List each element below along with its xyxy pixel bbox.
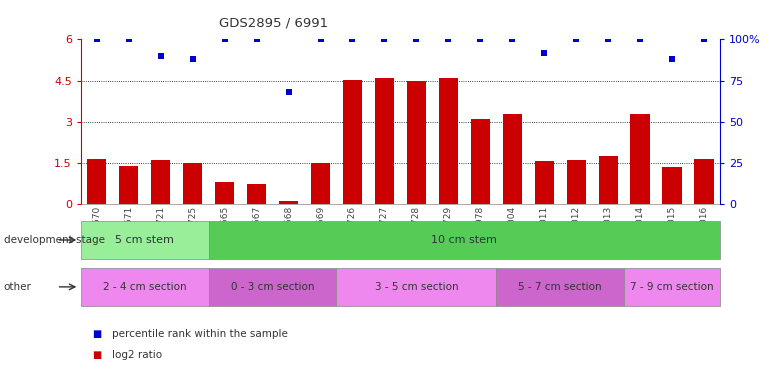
- Bar: [598, 156, 618, 204]
- Bar: [343, 80, 362, 204]
- Text: ■: ■: [92, 329, 102, 339]
- Point: [666, 56, 678, 62]
- Point: [570, 36, 582, 42]
- Bar: [183, 163, 203, 204]
- Point: [186, 56, 199, 62]
- Point: [346, 36, 359, 42]
- Bar: [119, 166, 139, 204]
- Point: [634, 36, 646, 42]
- Bar: [439, 78, 458, 204]
- Bar: [311, 163, 330, 204]
- Text: 5 cm stem: 5 cm stem: [116, 235, 174, 245]
- Point: [250, 36, 263, 42]
- Bar: [375, 78, 394, 204]
- Point: [698, 36, 710, 42]
- Point: [155, 53, 167, 59]
- Bar: [567, 160, 586, 204]
- Bar: [215, 182, 234, 204]
- Bar: [631, 114, 650, 204]
- Point: [538, 50, 551, 55]
- Point: [283, 89, 295, 95]
- Text: 3 - 5 cm section: 3 - 5 cm section: [374, 282, 458, 292]
- Text: 10 cm stem: 10 cm stem: [431, 235, 497, 245]
- Point: [602, 36, 614, 42]
- Point: [219, 36, 231, 42]
- Point: [410, 36, 423, 42]
- Bar: [247, 184, 266, 204]
- Point: [122, 36, 135, 42]
- Text: other: other: [4, 282, 32, 292]
- Text: 5 - 7 cm section: 5 - 7 cm section: [518, 282, 602, 292]
- Text: log2 ratio: log2 ratio: [112, 350, 162, 360]
- Bar: [87, 159, 106, 204]
- Bar: [503, 114, 522, 204]
- Text: 0 - 3 cm section: 0 - 3 cm section: [231, 282, 314, 292]
- Bar: [407, 81, 426, 204]
- Text: 2 - 4 cm section: 2 - 4 cm section: [103, 282, 186, 292]
- Text: ■: ■: [92, 350, 102, 360]
- Bar: [695, 159, 714, 204]
- Bar: [662, 167, 681, 204]
- Bar: [151, 159, 170, 204]
- Point: [474, 36, 487, 42]
- Point: [314, 36, 326, 42]
- Bar: [534, 161, 554, 204]
- Text: percentile rank within the sample: percentile rank within the sample: [112, 329, 287, 339]
- Bar: [470, 118, 490, 204]
- Text: GDS2895 / 6991: GDS2895 / 6991: [219, 17, 329, 30]
- Point: [442, 36, 454, 42]
- Text: development stage: development stage: [4, 235, 105, 245]
- Point: [91, 36, 103, 42]
- Point: [506, 36, 518, 42]
- Bar: [279, 201, 298, 204]
- Point: [378, 36, 390, 42]
- Text: 7 - 9 cm section: 7 - 9 cm section: [630, 282, 714, 292]
